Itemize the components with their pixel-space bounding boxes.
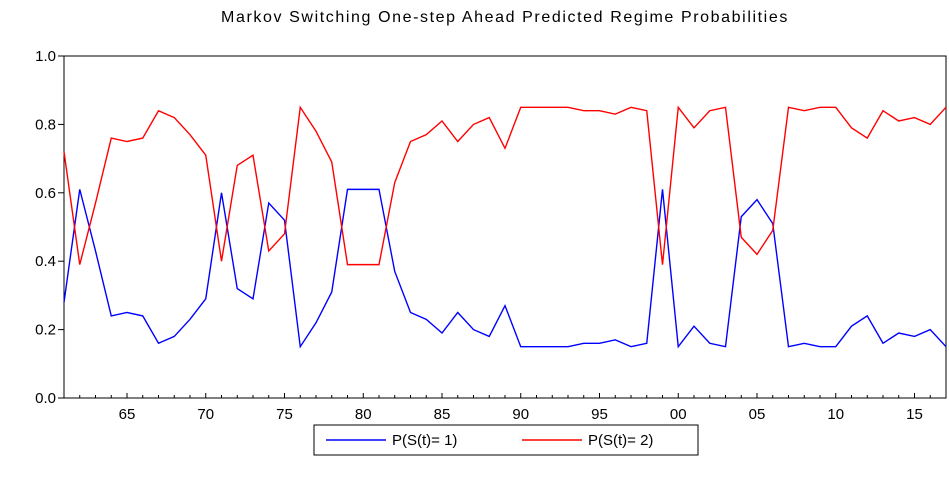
chart-title: Markov Switching One-step Ahead Predicte… (221, 9, 789, 26)
x-tick-label-5: 90 (512, 406, 529, 423)
x-tick-label-4: 85 (434, 406, 451, 423)
legend-label-2: P(S(t)= 2) (588, 432, 653, 449)
series-line-2 (63, 105, 947, 266)
y-tick-label-3: 0.6 (35, 185, 56, 202)
x-tick-label-6: 95 (591, 406, 608, 423)
x-tick-label-3: 80 (355, 406, 372, 423)
y-tick-label-4: 0.8 (35, 116, 56, 133)
x-tick-label-8: 05 (749, 406, 766, 423)
series-points-1 (64, 189, 946, 347)
y-tick-label-5: 1.0 (35, 48, 56, 65)
plot-frame (63, 55, 947, 399)
legend-label-1: P(S(t)= 1) (392, 432, 457, 449)
y-tick-label-1: 0.2 (35, 322, 56, 339)
x-tick-label-1: 70 (197, 406, 214, 423)
plot-area: 0.0 0.2 0.4 0.6 0.8 1.0 65 70 75 80 85 90 95 00 05 10 15 (35, 48, 947, 423)
legend: P(S(t)= 1) P(S(t)= 2) (313, 424, 699, 456)
x-tick-label-7: 00 (670, 406, 687, 423)
x-tick-label-0: 65 (119, 406, 136, 423)
x-tick-label-2: 75 (276, 406, 293, 423)
y-tick-label-2: 0.4 (35, 253, 56, 270)
series-points-2 (64, 107, 946, 265)
x-tick-label-10: 15 (906, 406, 923, 423)
x-tick-label-9: 10 (827, 406, 844, 423)
series-line-1 (63, 188, 947, 349)
y-tick-label-0: 0.0 (35, 390, 56, 407)
